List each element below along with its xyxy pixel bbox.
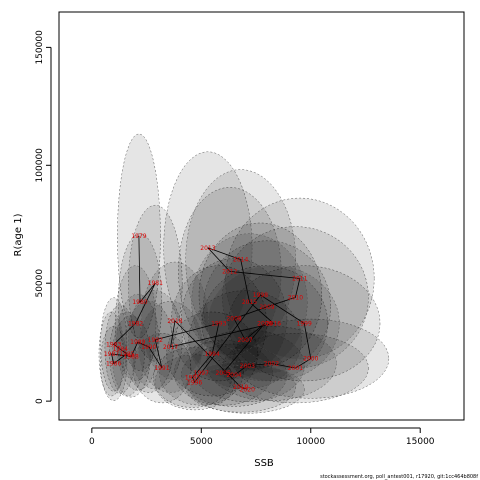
year-label-1987: 1987 [104, 351, 119, 358]
year-label-1999: 1999 [297, 320, 312, 327]
year-label-1980: 1980 [132, 299, 147, 306]
year-label-1991: 1991 [154, 365, 169, 372]
x-tick-label: 0 [89, 437, 95, 447]
year-label-1994: 1994 [205, 351, 220, 358]
x-axis-label: SSB [254, 458, 274, 469]
year-label-2008: 2008 [226, 316, 241, 323]
year-label-2006: 2006 [257, 320, 272, 327]
y-tick-label: 50000 [35, 269, 45, 298]
year-label-2016: 2016 [266, 320, 281, 327]
x-tick-label: 10000 [296, 437, 325, 447]
x-axis: 0 5000 10000 15000 [89, 427, 435, 447]
year-label-1992: 1992 [148, 337, 163, 344]
x-tick-label: 5000 [190, 437, 213, 447]
x-tick-label: 15000 [406, 437, 435, 447]
year-label-2007: 2007 [237, 337, 252, 344]
year-label-2009: 2009 [259, 304, 274, 311]
year-label-1993: 1993 [211, 320, 226, 327]
year-label-2019: 2019 [233, 384, 248, 391]
footer-caption: stockassessment.org, poll_antest001, r17… [320, 474, 478, 480]
year-label-1986: 1986 [106, 360, 121, 367]
year-label-2002: 2002 [264, 360, 279, 367]
year-label-2015: 2015 [242, 299, 257, 306]
year-label-2017: 2017 [163, 344, 178, 351]
year-label-1998: 1998 [253, 292, 268, 299]
year-label-2020: 2020 [240, 386, 255, 393]
year-label-2013: 2013 [200, 245, 215, 252]
year-label-1982: 1982 [128, 320, 143, 327]
year-label-2011: 2011 [292, 276, 307, 283]
year-label-2003: 2003 [240, 363, 255, 370]
year-label-1989: 1989 [130, 339, 145, 346]
uncertainty-ellipse-2020 [189, 365, 305, 414]
y-tick-label: 0 [35, 398, 45, 404]
year-connecting-line [110, 235, 312, 390]
year-label-1988: 1988 [124, 353, 139, 360]
y-axis-label: R(age 1) [13, 213, 24, 256]
year-label-2012: 2012 [222, 268, 237, 275]
y-axis: 0 50000 100000 150000 [35, 30, 52, 404]
year-label-1979: 1979 [131, 233, 146, 240]
year-label-2000: 2000 [303, 356, 318, 363]
year-label-2004: 2004 [226, 372, 241, 379]
year-label-2014: 2014 [233, 257, 248, 264]
y-tick-label: 150000 [35, 30, 45, 65]
year-label-2001: 2001 [288, 365, 303, 372]
plot-frame [58, 11, 465, 421]
year-label-1985: 1985 [119, 351, 134, 358]
year-label-2005: 2005 [216, 370, 231, 377]
year-label-1981: 1981 [148, 280, 163, 287]
year-label-2018: 2018 [167, 318, 182, 325]
year-label-1983: 1983 [106, 342, 121, 349]
year-label-1984: 1984 [113, 346, 128, 353]
year-label-1996: 1996 [187, 379, 202, 386]
year-label-2010: 2010 [288, 294, 303, 301]
year-label-1995: 1995 [185, 375, 200, 382]
y-tick-label: 100000 [35, 148, 45, 183]
year-label-1997: 1997 [194, 370, 209, 377]
year-label-1990: 1990 [141, 344, 156, 351]
